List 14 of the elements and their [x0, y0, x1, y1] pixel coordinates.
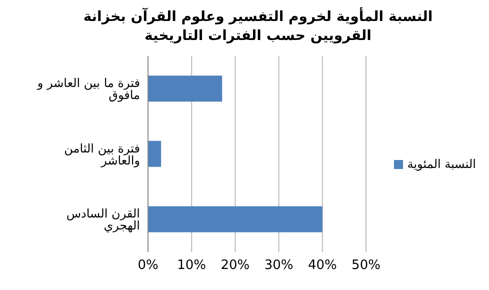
x-tick-label: 50% [352, 258, 380, 274]
bar [148, 206, 322, 232]
y-tick-label: فترة بين الثامن والعاشر [64, 141, 140, 168]
bar [148, 76, 222, 102]
bar [148, 140, 162, 167]
legend-label: النسبة المئوية [407, 157, 476, 171]
x-tick-label: 20% [220, 258, 250, 274]
x-tick-label: 0% [138, 258, 158, 274]
y-tick-label: القرن السادس الهجري [66, 206, 140, 233]
x-tick-label: 10% [177, 258, 206, 274]
chart-title: النسبة المأوية لخروم التفسير وعلوم القرآن بخزانة القرويين حسب الفترات التاريخية [82, 8, 434, 46]
x-tick-label: 40% [308, 258, 337, 274]
x-tick-label: 30% [264, 258, 294, 274]
y-tick-label: فترة ما بين العاشر و مافوق [36, 76, 140, 102]
